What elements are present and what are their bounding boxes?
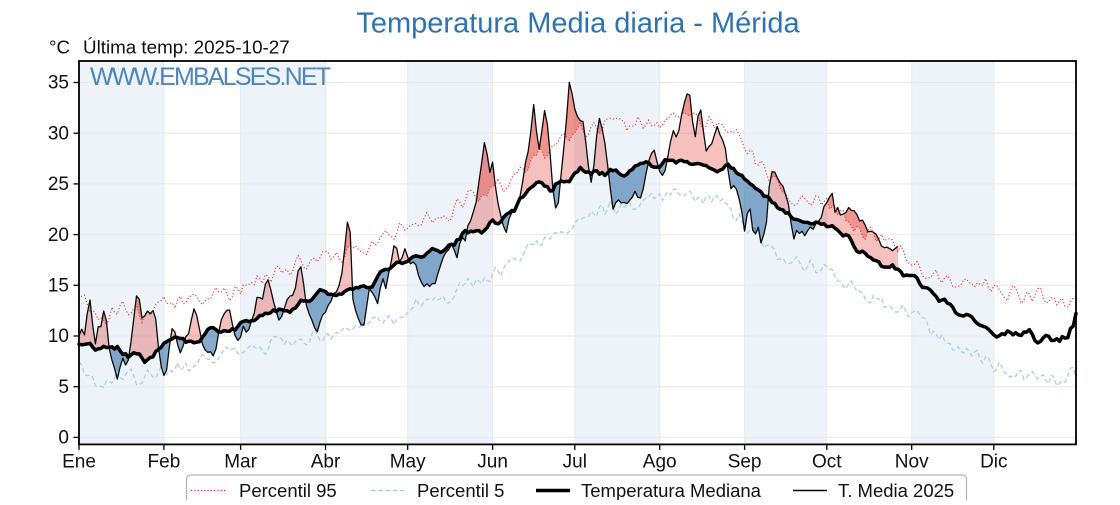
svg-text:°C: °C bbox=[49, 37, 70, 58]
svg-text:15: 15 bbox=[48, 276, 69, 297]
svg-text:Temperatura Media diaria - Mér: Temperatura Media diaria - Mérida bbox=[356, 8, 800, 40]
svg-text:35: 35 bbox=[48, 73, 69, 94]
svg-text:Feb: Feb bbox=[148, 452, 181, 473]
svg-text:Percentil 5: Percentil 5 bbox=[417, 480, 504, 500]
svg-text:Jul: Jul bbox=[563, 452, 587, 473]
svg-text:Jun: Jun bbox=[477, 452, 508, 473]
svg-text:Dic: Dic bbox=[980, 452, 1007, 473]
svg-text:Percentil 95: Percentil 95 bbox=[239, 480, 337, 500]
svg-text:Última temp: 2025-10-27: Última temp: 2025-10-27 bbox=[83, 37, 290, 58]
svg-text:Abr: Abr bbox=[311, 452, 341, 473]
svg-text:Nov: Nov bbox=[895, 452, 929, 473]
svg-text:Mar: Mar bbox=[224, 452, 257, 473]
svg-text:T. Media 2025: T. Media 2025 bbox=[838, 480, 954, 500]
svg-text:30: 30 bbox=[48, 123, 69, 144]
svg-text:Temperatura Mediana: Temperatura Mediana bbox=[581, 480, 762, 500]
svg-text:Sep: Sep bbox=[728, 452, 762, 473]
svg-text:0: 0 bbox=[58, 428, 69, 449]
svg-text:Oct: Oct bbox=[812, 452, 842, 473]
svg-text:WWW.EMBALSES.NET: WWW.EMBALSES.NET bbox=[90, 63, 331, 91]
svg-text:25: 25 bbox=[48, 174, 69, 195]
svg-text:5: 5 bbox=[58, 377, 69, 398]
svg-text:20: 20 bbox=[48, 225, 69, 246]
svg-text:10: 10 bbox=[48, 326, 69, 347]
svg-text:Ene: Ene bbox=[62, 452, 96, 473]
svg-text:May: May bbox=[390, 452, 426, 473]
svg-text:Ago: Ago bbox=[643, 452, 677, 473]
